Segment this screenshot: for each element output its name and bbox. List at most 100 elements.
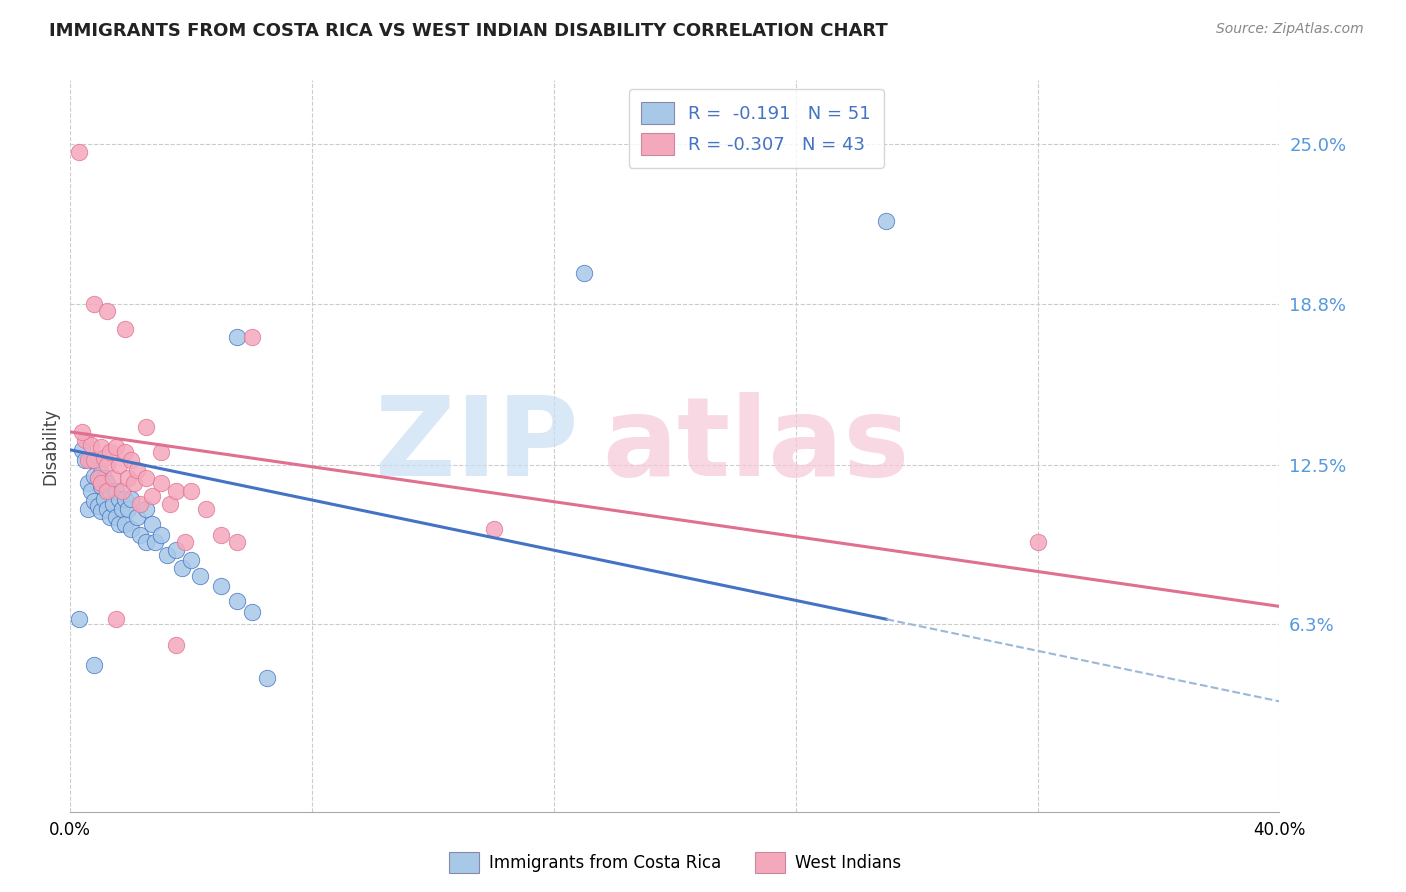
Point (90, 479, 111, 493)
Point (141, 489, 163, 503)
Text: Source: ZipAtlas.com: Source: ZipAtlas.com (1216, 22, 1364, 37)
Point (72, 442, 94, 457)
Point (150, 445, 172, 459)
Point (75, 453, 97, 467)
Point (83, 658, 105, 673)
Point (83, 453, 105, 467)
Point (875, 214, 898, 228)
Point (240, 330, 263, 344)
Point (96, 483, 118, 498)
Point (77, 501, 100, 516)
Point (120, 523, 142, 537)
Legend: R =  -0.191   N = 51, R = -0.307   N = 43: R = -0.191 N = 51, R = -0.307 N = 43 (628, 89, 883, 168)
Point (96, 476, 118, 491)
Point (180, 483, 202, 498)
Point (67, 612, 90, 626)
Point (117, 501, 139, 516)
Point (111, 483, 134, 498)
Point (98, 445, 121, 459)
Point (75, 433, 97, 447)
Text: ZIP: ZIP (375, 392, 578, 500)
Point (165, 638, 187, 652)
Text: atlas: atlas (602, 392, 910, 500)
Point (96, 458, 118, 473)
Point (174, 535, 197, 549)
Point (180, 553, 202, 567)
Point (90, 440, 111, 454)
Point (86, 471, 108, 485)
Point (104, 483, 127, 498)
Point (90, 504, 111, 518)
Point (104, 509, 127, 524)
Point (574, 266, 596, 280)
Point (141, 517, 163, 532)
Point (195, 501, 218, 516)
Point (122, 476, 145, 491)
Point (96, 501, 118, 516)
Y-axis label: Disability: Disability (41, 408, 59, 484)
Point (67, 145, 90, 160)
Point (80, 438, 103, 452)
Point (104, 612, 127, 626)
Point (188, 568, 211, 582)
Point (80, 453, 103, 467)
Point (120, 491, 142, 506)
Point (98, 509, 121, 524)
Point (211, 579, 233, 593)
Point (143, 535, 166, 549)
Point (225, 330, 247, 344)
Point (165, 543, 187, 558)
Point (125, 509, 148, 524)
Point (165, 483, 187, 498)
Point (135, 419, 157, 434)
Point (107, 491, 129, 506)
Point (107, 517, 129, 532)
Point (120, 453, 142, 467)
Point (98, 483, 121, 498)
Point (114, 491, 136, 506)
Point (135, 501, 157, 516)
Point (256, 671, 278, 685)
Point (125, 463, 148, 477)
Point (83, 296, 105, 310)
Point (93, 450, 115, 465)
Point (117, 471, 139, 485)
Point (111, 501, 134, 516)
Point (96, 304, 118, 318)
Point (172, 561, 194, 575)
Point (156, 548, 179, 562)
Point (101, 497, 124, 511)
Point (135, 471, 157, 485)
Point (77, 453, 100, 467)
Point (150, 476, 172, 491)
Point (86, 471, 108, 485)
Point (114, 322, 136, 336)
Legend: Immigrants from Costa Rica, West Indians: Immigrants from Costa Rica, West Indians (443, 846, 907, 880)
Point (150, 527, 172, 541)
Point (93, 491, 115, 506)
Point (225, 535, 247, 549)
Text: IMMIGRANTS FROM COSTA RICA VS WEST INDIAN DISABILITY CORRELATION CHART: IMMIGRANTS FROM COSTA RICA VS WEST INDIA… (49, 22, 889, 40)
Point (128, 497, 150, 511)
Point (240, 605, 263, 619)
Point (114, 445, 136, 459)
Point (135, 535, 157, 549)
Point (83, 468, 105, 483)
Point (159, 497, 181, 511)
Point (128, 527, 150, 541)
Point (72, 425, 94, 439)
Point (104, 440, 127, 454)
Point (93, 471, 115, 485)
Point (101, 471, 124, 485)
Point (77, 476, 100, 491)
Point (90, 476, 111, 491)
Point (80, 483, 103, 498)
Point (86, 500, 108, 514)
Point (225, 594, 247, 608)
Point (83, 494, 105, 508)
Point (482, 523, 505, 537)
Point (114, 517, 136, 532)
Point (107, 458, 129, 473)
Point (90, 466, 111, 480)
Point (1026, 535, 1049, 549)
